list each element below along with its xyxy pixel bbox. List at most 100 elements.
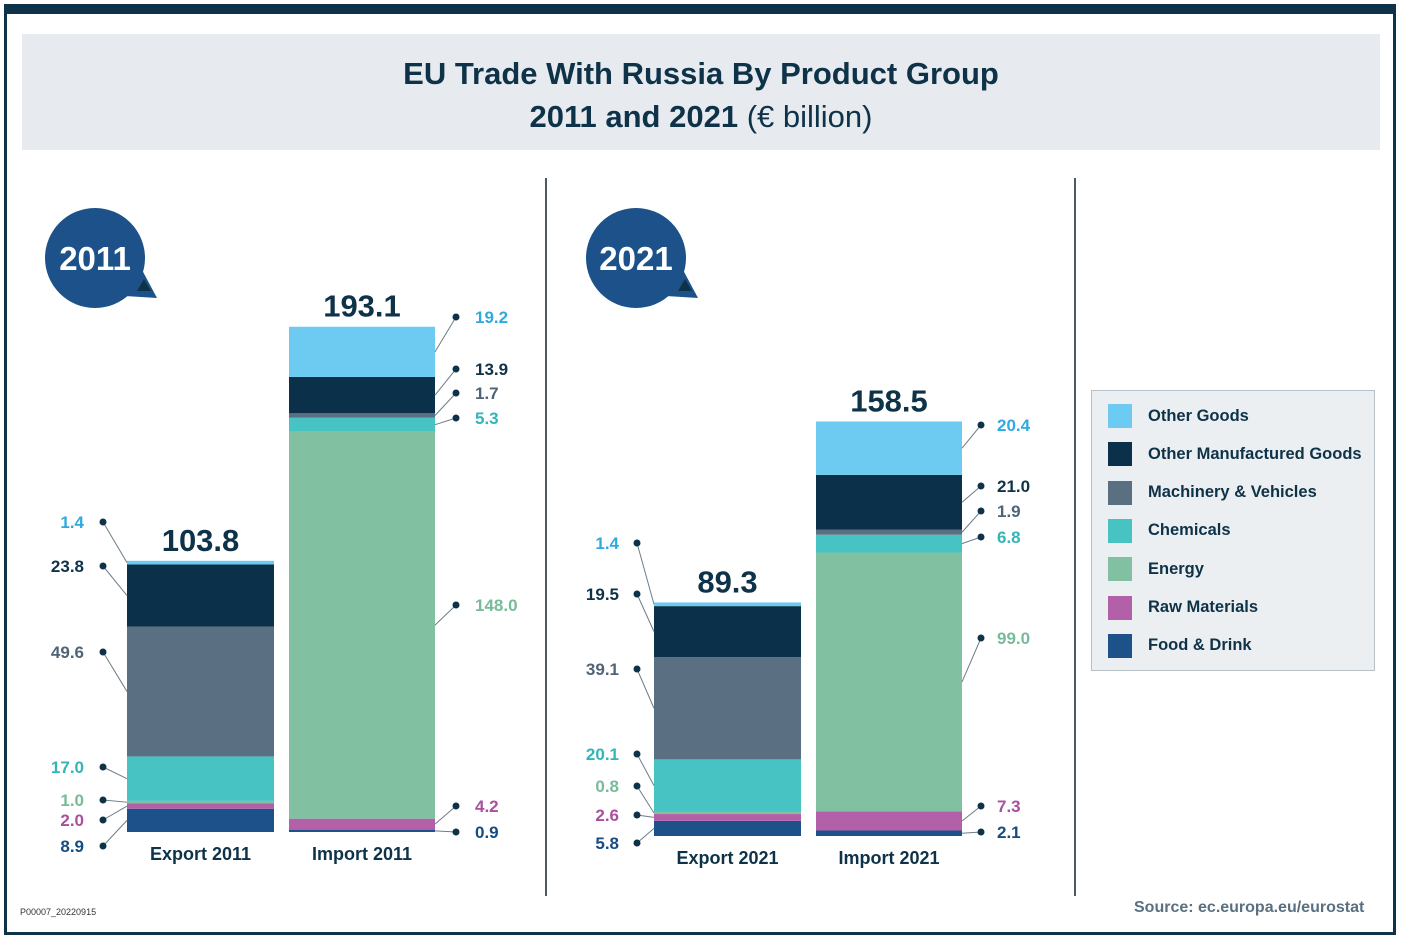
chart-subtitle: 2011 and 2021 (€ billion) <box>22 99 1380 135</box>
data-label-chemicals: 17.0 <box>51 758 84 777</box>
leader-line <box>636 668 655 709</box>
data-label-chemicals: 5.3 <box>475 409 499 428</box>
legend-label: Machinery & Vehicles <box>1148 483 1317 502</box>
bar-total-label: 158.5 <box>850 383 928 418</box>
bar-segment-food-drink <box>289 829 435 832</box>
category-label: Import 2021 <box>838 848 939 868</box>
data-label-chemicals: 6.8 <box>997 528 1021 547</box>
leader-line <box>102 521 128 563</box>
bar-total-label: 193.1 <box>323 289 401 324</box>
subtitle-years: 2011 and 2021 <box>529 99 739 134</box>
bar-segment-food-drink <box>654 820 801 836</box>
data-label-energy: 1.0 <box>60 791 84 810</box>
leader-dot <box>633 539 641 547</box>
data-label-raw-materials: 4.2 <box>475 797 499 816</box>
year-badge-2021 <box>586 208 686 308</box>
chart-title: EU Trade With Russia By Product Group <box>403 56 999 91</box>
leader-dot <box>452 601 460 609</box>
leader-line <box>636 785 655 814</box>
data-label-raw-materials: 7.3 <box>997 797 1021 816</box>
bar-segment-raw-materials <box>654 814 801 821</box>
leader-dot <box>452 414 460 422</box>
bar-segment-machinery-vehicles <box>816 529 962 535</box>
leader-dot <box>633 839 641 847</box>
source-note: Source: ec.europa.eu/eurostat <box>1134 899 1365 916</box>
leader-line <box>434 805 457 825</box>
leader-line <box>102 799 128 803</box>
badge-triangle-icon <box>678 279 692 291</box>
bar-total-label: 89.3 <box>697 564 757 599</box>
leader-line <box>961 510 982 533</box>
leader-line <box>961 424 982 449</box>
legend-item-chemicals: Chemicals <box>1108 518 1231 544</box>
data-label-machinery-vehicles: 1.7 <box>475 384 499 403</box>
data-label-other-goods: 1.4 <box>60 513 84 532</box>
data-label-food-drink: 0.9 <box>475 823 499 842</box>
legend-item-other-goods: Other Goods <box>1108 403 1249 429</box>
leader-line <box>636 828 655 844</box>
leader-line <box>961 637 982 683</box>
panel-divider-2 <box>1074 178 1076 896</box>
data-label-machinery-vehicles: 49.6 <box>51 643 84 662</box>
legend-label: Energy <box>1148 559 1204 578</box>
bar-segment-machinery-vehicles <box>654 657 801 760</box>
leader-line <box>434 392 457 416</box>
leader-dot <box>977 482 985 490</box>
data-label-raw-materials: 2.6 <box>595 806 619 825</box>
leader-dot <box>99 763 107 771</box>
leader-line <box>434 830 457 833</box>
leader-line <box>434 316 457 353</box>
legend-swatch <box>1108 633 1132 658</box>
bar-segment-other-manufactured-goods <box>127 564 274 627</box>
title-banner: EU Trade With Russia By Product Group 20… <box>22 34 1380 150</box>
data-label-food-drink: 2.1 <box>997 823 1021 842</box>
legend-swatch <box>1108 557 1132 582</box>
legend-swatch <box>1108 518 1132 543</box>
leader-line <box>636 753 655 786</box>
leader-line <box>102 651 128 692</box>
category-label: Import 2011 <box>312 844 412 864</box>
legend-swatch <box>1108 480 1132 505</box>
data-label-other-goods: 20.4 <box>997 416 1031 435</box>
leader-dot <box>633 665 641 673</box>
data-label-raw-materials: 2.0 <box>60 811 84 830</box>
leader-dot <box>452 802 460 810</box>
data-label-food-drink: 5.8 <box>595 834 619 853</box>
leader-dot <box>977 421 985 429</box>
bar-segment-energy <box>127 800 274 804</box>
leader-line <box>102 805 128 821</box>
bar-segment-other-goods <box>654 602 801 607</box>
leader-dot <box>633 590 641 598</box>
leader-dot <box>99 816 107 824</box>
data-label-energy: 148.0 <box>475 596 518 615</box>
bar-segment-energy <box>816 552 962 812</box>
bar-segment-chemicals <box>816 534 962 553</box>
bar-segment-energy <box>654 811 801 815</box>
legend-label: Other Manufactured Goods <box>1148 444 1362 463</box>
leader-dot <box>452 365 460 373</box>
leader-dot <box>99 518 107 526</box>
leader-line <box>102 766 128 780</box>
bar-segment-other-goods <box>127 560 274 565</box>
leader-line <box>961 805 982 822</box>
year-badge-label: 2021 <box>599 240 672 277</box>
leader-dot <box>633 811 641 819</box>
data-label-energy: 99.0 <box>997 629 1030 648</box>
bar-total-label: 103.8 <box>162 523 240 558</box>
bar-segment-raw-materials <box>816 811 962 831</box>
bar-segment-food-drink <box>816 830 962 836</box>
leader-dot <box>977 533 985 541</box>
bar-segment-chemicals <box>127 756 274 801</box>
bar-segment-other-goods <box>816 421 962 475</box>
panel-divider-1 <box>545 178 547 896</box>
legend-item-raw-materials: Raw Materials <box>1108 595 1258 621</box>
category-label: Export 2011 <box>150 844 251 864</box>
bar-segment-machinery-vehicles <box>289 413 435 418</box>
data-label-other-goods: 19.2 <box>475 308 508 327</box>
legend: Other Goods Other Manufactured Goods Machi… <box>1091 390 1375 671</box>
legend-item-machinery-vehicles: Machinery & Vehicles <box>1108 480 1317 506</box>
document-code: P00007_20220915 <box>20 907 97 917</box>
leader-dot <box>633 782 641 790</box>
leader-dot <box>977 507 985 515</box>
